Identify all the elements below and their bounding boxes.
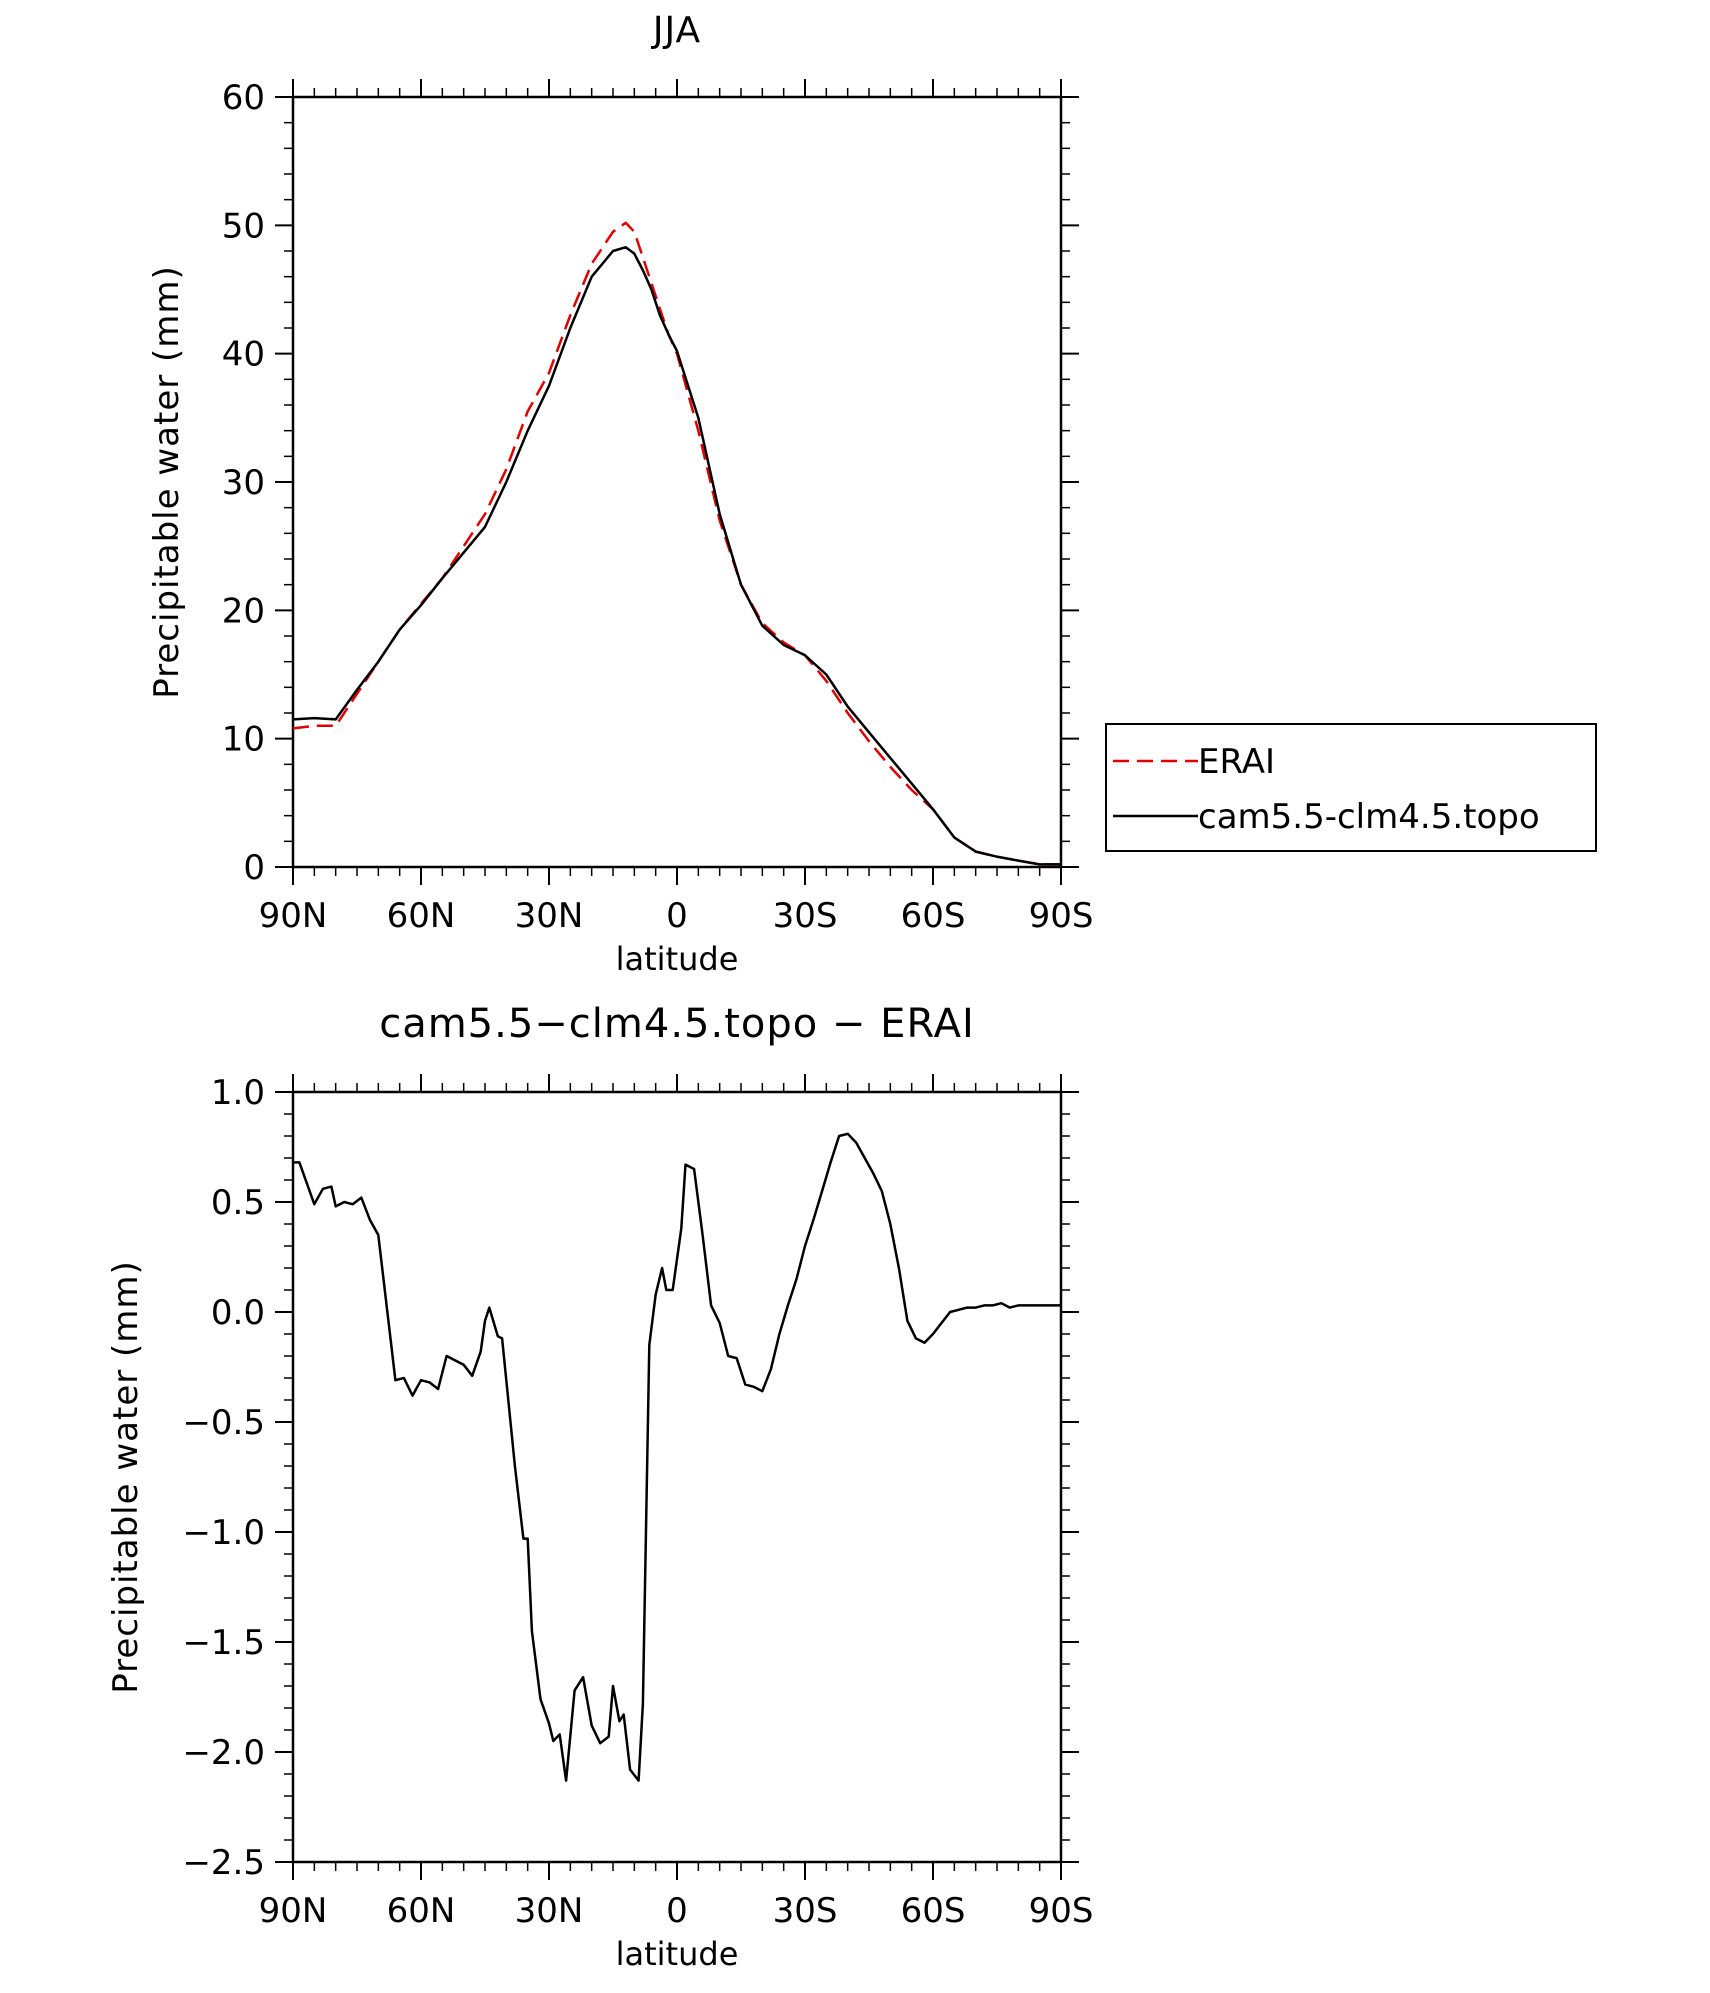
y-tick-label: 10: [222, 720, 265, 760]
chart-title: cam5.5−clm4.5.topo − ERAI: [379, 1001, 975, 1047]
top-panel-jja: 90N 60N 30N 0 30S 60S 90S 0 10 20 30 40 50 60 JJA latit…: [147, 10, 1597, 978]
y-tick-label: 40: [222, 335, 265, 375]
x-tick-label: 0: [666, 896, 688, 936]
x-tick-label: 90S: [1029, 1891, 1094, 1931]
x-tick-label: 30N: [515, 1891, 584, 1931]
bottom-panel-difference: 90N 60N 30N 0 30S 60S 90S 1.0 0.5 0.0 −0.5 −1.0 −1.5…: [106, 1001, 1093, 1973]
y-tick-label: 30: [222, 463, 265, 503]
chart-title: JJA: [651, 10, 701, 51]
y-tick-label: 0: [243, 848, 265, 888]
y-tick-label: 0.5: [211, 1183, 265, 1223]
x-tick-label: 90N: [259, 1891, 328, 1931]
series-line-erai: [292, 221, 1061, 866]
series-line-model: [292, 245, 1061, 866]
legend-label: cam5.5-clm4.5.topo: [1198, 797, 1540, 837]
legend-box: [1105, 723, 1597, 852]
y-tick-label: −0.5: [182, 1403, 265, 1443]
x-tick-label: 90N: [259, 896, 328, 936]
y-tick-label: −2.0: [182, 1733, 265, 1773]
x-tick-label: 90S: [1029, 896, 1094, 936]
x-tick-label: 30S: [773, 1891, 838, 1931]
y-tick-label: 1.0: [211, 1073, 265, 1113]
x-tick-label: 60N: [387, 1891, 456, 1931]
series-line-model: [293, 1132, 1061, 1782]
y-axis-label: Precipitable water (mm): [106, 1260, 146, 1694]
y-tick-label: 20: [222, 591, 265, 631]
y-tick-label: 60: [222, 78, 265, 118]
x-axis-label: latitude: [616, 940, 739, 978]
legend: ERAI cam5.5-clm4.5.topo: [1105, 723, 1597, 852]
y-tick-label: −1.5: [182, 1623, 265, 1663]
y-tick-label: 50: [222, 206, 265, 246]
legend-label: ERAI: [1198, 742, 1275, 782]
y-axis-label: Precipitable water (mm): [147, 265, 187, 699]
plot-frame: [291, 95, 1063, 869]
y-tick-label: −1.0: [182, 1513, 265, 1553]
x-tick-label: 60N: [387, 896, 456, 936]
x-tick-label: 30S: [773, 896, 838, 936]
x-tick-label: 60S: [901, 896, 966, 936]
x-tick-label: 0: [666, 1891, 688, 1931]
x-axis-label: latitude: [616, 1935, 739, 1973]
plot-frame: [291, 1090, 1063, 1864]
x-tick-label: 30N: [515, 896, 584, 936]
x-tick-label: 60S: [901, 1891, 966, 1931]
y-tick-label: 0.0: [211, 1293, 265, 1333]
y-tick-label: −2.5: [182, 1843, 265, 1883]
